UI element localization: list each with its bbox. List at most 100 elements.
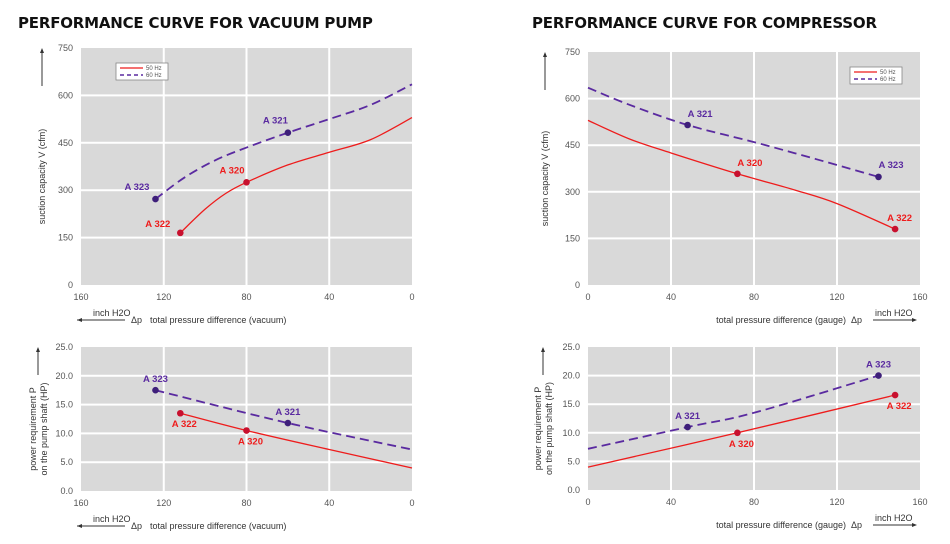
y-tick-label: 0 xyxy=(575,280,580,290)
point-label: A 321 xyxy=(675,411,701,422)
y-tick-label: 10.0 xyxy=(562,428,580,438)
point-label: A 322 xyxy=(887,213,912,224)
compressor-capacity-chart: 0 40 80 120 160 0 150 300 450 600 750 A 320 A 322 A 3… xyxy=(540,47,928,325)
legend-box xyxy=(849,66,903,85)
y-tick-label: 25.0 xyxy=(562,342,580,352)
point-label: A 323 xyxy=(879,160,904,171)
delta-p-label: Δp xyxy=(851,520,862,530)
x-axis-label: total pressure difference (vacuum) xyxy=(150,521,286,531)
x-tick-label: 0 xyxy=(409,498,414,508)
y-arrow-head-icon xyxy=(36,347,40,352)
data-point xyxy=(152,195,159,203)
y-tick-label: 0.0 xyxy=(567,485,580,495)
y-tick-label: 300 xyxy=(565,187,580,197)
x-unit-label: inch H2O xyxy=(93,514,131,524)
delta-p-label: Δp xyxy=(131,315,142,325)
x-tick-label: 40 xyxy=(666,292,676,302)
point-label: A 320 xyxy=(737,158,762,169)
y-tick-label: 150 xyxy=(565,233,580,243)
x-axis-label: total pressure difference (gauge) xyxy=(716,520,846,530)
data-point xyxy=(684,121,691,129)
vacuum-capacity-chart: 160 120 80 40 0 0 150 300 450 600 750 A 322 A 320 A 3… xyxy=(37,43,415,325)
data-point xyxy=(734,429,741,437)
compressor-power-chart: 0 40 80 120 160 0.0 5.0 10.0 15.0 20.0 25.0 A 321 A … xyxy=(533,342,928,530)
y-axis-label: on the pump shaft (HP) xyxy=(544,382,554,475)
data-point xyxy=(284,419,292,427)
y-tick-label: 750 xyxy=(565,47,580,57)
series-line-60hz xyxy=(154,83,413,200)
x-unit-label: inch H2O xyxy=(93,308,131,318)
y-tick-label: 150 xyxy=(58,233,73,243)
legend-box xyxy=(115,62,169,81)
x-tick-label: 0 xyxy=(585,497,590,507)
x-axis-label: total pressure difference (vacuum) xyxy=(150,315,286,325)
x-tick-label: 80 xyxy=(749,292,759,302)
data-point xyxy=(152,386,159,394)
point-label: A 320 xyxy=(238,437,263,448)
x-arrow-head-icon xyxy=(912,523,917,527)
y-tick-label: 450 xyxy=(565,140,580,150)
x-tick-label: 40 xyxy=(324,292,334,302)
y-tick-label: 15.0 xyxy=(562,399,580,409)
y-tick-label: 0 xyxy=(68,280,73,290)
x-tick-label: 120 xyxy=(829,292,844,302)
y-tick-label: 5.0 xyxy=(567,456,580,466)
data-point xyxy=(891,391,899,399)
point-label: A 320 xyxy=(729,439,754,450)
compressor-title: PERFORMANCE CURVE FOR COMPRESSOR xyxy=(532,14,877,32)
data-point xyxy=(177,229,184,237)
data-point xyxy=(243,179,250,186)
x-tick-label: 120 xyxy=(156,498,171,508)
y-axis-label: suction capacity V (cfm) xyxy=(37,129,47,225)
x-tick-label: 40 xyxy=(324,498,334,508)
data-point xyxy=(891,225,899,233)
point-label: A 321 xyxy=(275,407,301,418)
point-label: A 322 xyxy=(145,219,170,230)
y-axis-label: suction capacity V (cfm) xyxy=(540,131,550,227)
x-tick-label: 160 xyxy=(912,497,927,507)
y-tick-label: 20.0 xyxy=(55,371,73,381)
y-tick-label: 10.0 xyxy=(55,428,73,438)
x-tick-label: 160 xyxy=(73,498,88,508)
x-tick-label: 0 xyxy=(585,292,590,302)
vacuum-power-chart: 160 120 80 40 0 0.0 5.0 10.0 15.0 20.0 25.0 A 323 A … xyxy=(28,342,415,531)
legend-label-60hz: 60 Hz xyxy=(146,73,162,79)
x-arrow-head-icon xyxy=(77,524,82,528)
point-label: A 321 xyxy=(263,116,289,127)
x-tick-label: 160 xyxy=(912,292,927,302)
series-line-60hz xyxy=(155,389,413,451)
x-tick-label: 120 xyxy=(156,292,171,302)
series-line-50hz xyxy=(180,412,413,469)
x-tick-label: 80 xyxy=(241,292,251,302)
legend-label-60hz: 60 Hz xyxy=(880,77,896,83)
y-tick-label: 750 xyxy=(58,43,73,53)
y-tick-label: 600 xyxy=(565,94,580,104)
x-tick-label: 120 xyxy=(829,497,844,507)
y-tick-label: 25.0 xyxy=(55,342,73,352)
y-tick-label: 600 xyxy=(58,90,73,100)
data-point xyxy=(875,173,882,181)
point-label: A 321 xyxy=(688,109,714,120)
data-point xyxy=(284,129,292,136)
series-line-50hz xyxy=(179,116,413,234)
point-label: A 322 xyxy=(172,419,197,430)
x-tick-label: 40 xyxy=(666,497,676,507)
point-label: A 322 xyxy=(887,401,912,412)
delta-p-label: Δp xyxy=(851,315,862,325)
x-tick-label: 0 xyxy=(409,292,414,302)
point-label: A 323 xyxy=(143,374,168,385)
data-point xyxy=(875,372,882,379)
data-point xyxy=(684,423,691,431)
x-axis-label: total pressure difference (gauge) xyxy=(716,315,846,325)
y-arrow-head-icon xyxy=(40,48,44,53)
y-axis-label: power requirement P xyxy=(533,387,543,471)
series-line-60hz xyxy=(587,374,879,450)
point-label: A 323 xyxy=(124,182,149,193)
y-tick-label: 5.0 xyxy=(60,457,73,467)
x-arrow-head-icon xyxy=(77,318,82,322)
y-axis-label: on the pump shaft (HP) xyxy=(39,382,49,475)
x-tick-label: 80 xyxy=(241,498,251,508)
